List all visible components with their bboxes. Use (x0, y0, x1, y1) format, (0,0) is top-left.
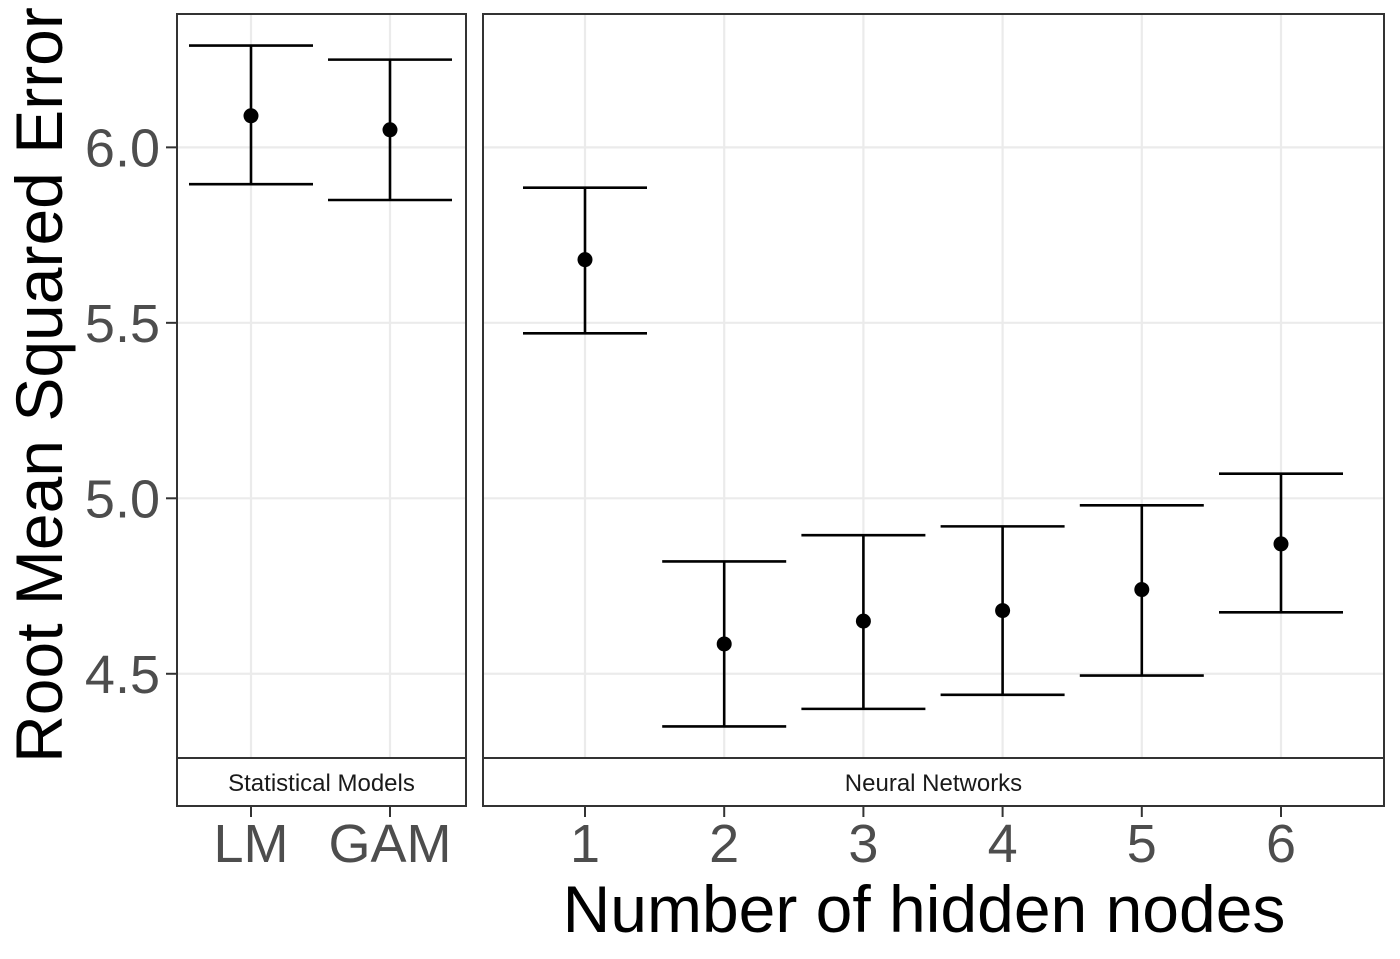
grid-layer (177, 14, 1384, 758)
errorbar-layer (189, 44, 1343, 728)
panel-border (482, 13, 1385, 807)
x-tick-label-6: 6 (1266, 814, 1296, 874)
data-point-1 (577, 252, 593, 268)
panel-border (176, 13, 467, 807)
y-tick-label-5.5: 5.5 (85, 294, 160, 354)
panel-frame-layer (166, 13, 1385, 817)
x-tick-label-5: 5 (1127, 814, 1157, 874)
data-point-2 (716, 636, 732, 652)
x-tick-label-2: 2 (709, 814, 739, 874)
y-axis-title: Root Mean Squared Error (2, 7, 76, 763)
x-tick-label-4: 4 (988, 814, 1018, 874)
panel-background (483, 14, 1384, 758)
data-point-LM (243, 108, 259, 124)
y-tick-label-4.5: 4.5 (85, 645, 160, 705)
data-point-3 (855, 613, 871, 629)
data-point-5 (1134, 582, 1150, 598)
x-axis-title: Number of hidden nodes (563, 872, 1286, 946)
y-tick-label-6.0: 6.0 (85, 118, 160, 178)
y-tick-label-5.0: 5.0 (85, 469, 160, 529)
panel-background (177, 14, 466, 758)
data-point-6 (1273, 536, 1289, 552)
data-point-GAM (382, 122, 398, 138)
x-tick-label-1: 1 (570, 814, 600, 874)
data-point-4 (995, 603, 1011, 619)
text-layer: Root Mean Squared Error Number of hidden… (2, 7, 1296, 946)
x-tick-label-3: 3 (848, 814, 878, 874)
strip-label: Statistical Models (228, 770, 415, 797)
x-tick-label-GAM: GAM (328, 814, 451, 874)
x-tick-label-LM: LM (213, 814, 288, 874)
point-layer (243, 108, 1289, 652)
strip-label: Neural Networks (845, 770, 1022, 797)
